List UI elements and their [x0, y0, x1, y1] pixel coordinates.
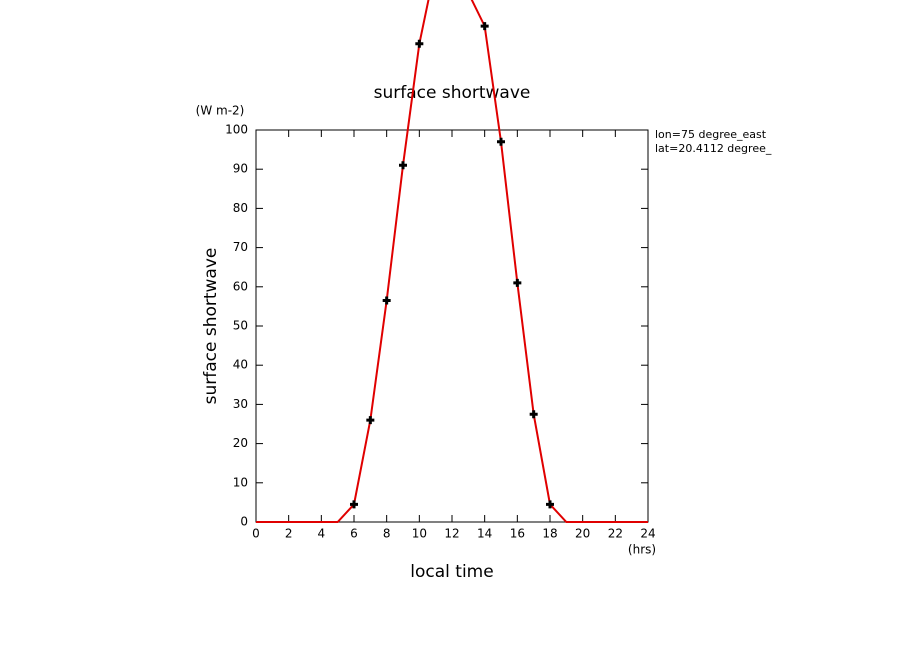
- annotation: lon=75 degree_east: [655, 128, 767, 141]
- x-tick-label: 20: [575, 527, 590, 541]
- data-line: [256, 0, 648, 523]
- y-tick-label: 0: [240, 515, 248, 529]
- y-tick-label: 80: [233, 201, 248, 215]
- x-tick-label: 2: [285, 527, 293, 541]
- y-tick-label: 70: [233, 240, 248, 254]
- x-tick-label: 24: [640, 527, 655, 541]
- data-point: [513, 278, 522, 287]
- x-tick-label: 8: [383, 527, 391, 541]
- x-axis-label: local time: [410, 562, 493, 582]
- y-tick-label: 40: [233, 358, 248, 372]
- x-tick-label: 18: [542, 527, 557, 541]
- data-point: [382, 296, 391, 305]
- annotation: lat=20.4112 degree_: [655, 142, 772, 155]
- y-units: (W m-2): [196, 104, 245, 118]
- x-tick-label: 4: [318, 527, 326, 541]
- plot-frame: [255, 129, 649, 523]
- data-point: [546, 500, 554, 509]
- y-tick-label: 100: [225, 123, 248, 137]
- y-axis-label: surface shortwave: [201, 248, 221, 405]
- x-tick-label: 6: [350, 527, 358, 541]
- data-point: [415, 39, 424, 48]
- y-tick-label: 50: [233, 319, 248, 333]
- y-tick-label: 60: [233, 279, 248, 293]
- data-point: [399, 161, 407, 170]
- x-tick-label: 14: [477, 527, 492, 541]
- x-tick-label: 22: [608, 527, 623, 541]
- y-tick-label: 10: [233, 475, 248, 489]
- chart-title: surface shortwave: [374, 83, 531, 103]
- y-tick-label: 90: [233, 162, 248, 176]
- x-tick-label: 16: [510, 527, 525, 541]
- data-point: [529, 410, 538, 419]
- y-tick-label: 20: [233, 436, 248, 450]
- x-tick-label: 12: [444, 527, 459, 541]
- data-point: [350, 500, 358, 509]
- x-tick-label: 0: [252, 527, 260, 541]
- x-units: (hrs): [628, 543, 656, 557]
- data-point: [480, 22, 489, 31]
- y-tick-label: 30: [233, 397, 248, 411]
- data-point: [497, 137, 505, 146]
- data-point: [366, 416, 375, 425]
- x-tick-label: 10: [412, 527, 427, 541]
